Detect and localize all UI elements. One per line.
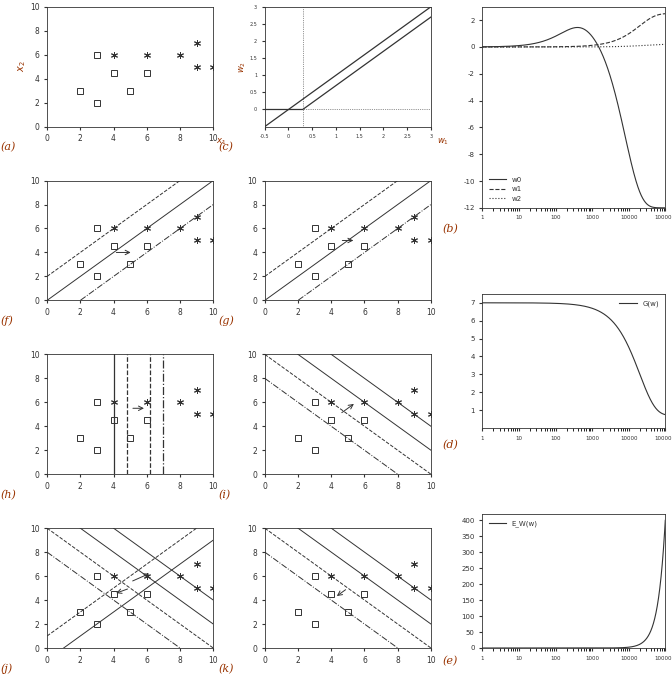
w2 (656, 40, 664, 49)
Text: (e): (e) (442, 656, 458, 666)
Line: E_W(w): E_W(w) (482, 520, 665, 648)
w0 (656, 204, 664, 212)
Text: (c): (c) (218, 142, 233, 153)
G(w) (622, 338, 630, 346)
E_W(w) (488, 644, 496, 652)
w2 (622, 43, 630, 51)
G(w) (661, 410, 669, 418)
Text: (j): (j) (1, 664, 13, 674)
G(w) (478, 299, 487, 307)
X-axis label: $x_1$: $x_1$ (216, 136, 226, 146)
w1 (488, 43, 496, 51)
Line: w2: w2 (482, 45, 665, 47)
Legend: E_W(w): E_W(w) (486, 518, 540, 530)
E_W(w) (661, 516, 669, 524)
Legend: w0, w1, w2: w0, w1, w2 (486, 174, 525, 205)
Y-axis label: $w_2$: $w_2$ (237, 61, 248, 73)
w0 (661, 204, 669, 212)
Text: (g): (g) (218, 316, 234, 327)
X-axis label: $w_1$: $w_1$ (437, 136, 449, 146)
w1 (661, 9, 669, 18)
E_W(w) (656, 583, 664, 591)
Text: (h): (h) (1, 490, 16, 500)
Line: w1: w1 (482, 14, 665, 47)
w1 (656, 10, 664, 18)
w1 (567, 43, 575, 51)
w2 (478, 43, 487, 51)
w2 (567, 43, 575, 51)
w0 (562, 26, 571, 34)
E_W(w) (656, 583, 664, 591)
w2 (562, 43, 571, 51)
w0 (573, 24, 581, 32)
w0 (478, 43, 487, 51)
w2 (661, 40, 669, 49)
Text: (b): (b) (442, 223, 458, 234)
w1 (656, 10, 664, 18)
w1 (478, 43, 487, 51)
Text: (d): (d) (442, 439, 458, 450)
Text: (a): (a) (1, 142, 16, 153)
w0 (567, 24, 575, 32)
Text: (k): (k) (218, 664, 234, 674)
w2 (488, 43, 496, 51)
Y-axis label: $x_2$: $x_2$ (17, 61, 28, 72)
G(w) (567, 300, 575, 308)
Line: w0: w0 (482, 28, 665, 208)
G(w) (488, 299, 496, 307)
w2 (656, 40, 664, 49)
w0 (488, 43, 496, 51)
G(w) (562, 300, 571, 308)
G(w) (656, 408, 664, 416)
E_W(w) (562, 644, 571, 652)
w0 (622, 138, 630, 146)
w1 (622, 31, 630, 39)
G(w) (656, 408, 664, 416)
w0 (656, 204, 664, 212)
Line: G(w): G(w) (482, 303, 665, 414)
Text: (f): (f) (1, 316, 13, 327)
E_W(w) (478, 644, 487, 652)
Legend: G(w): G(w) (617, 297, 662, 309)
E_W(w) (567, 644, 575, 652)
E_W(w) (622, 643, 630, 651)
w1 (562, 43, 571, 51)
Text: (i): (i) (218, 490, 230, 500)
